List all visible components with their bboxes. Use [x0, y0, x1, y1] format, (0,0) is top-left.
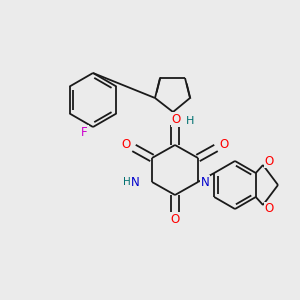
Text: O: O [264, 155, 274, 168]
Text: N: N [131, 176, 140, 188]
Text: N: N [200, 176, 209, 188]
Text: O: O [170, 213, 180, 226]
Text: H: H [123, 177, 130, 187]
Text: F: F [81, 126, 88, 139]
Text: O: O [219, 138, 228, 151]
Text: O: O [264, 202, 274, 215]
Text: O: O [171, 113, 181, 126]
Text: H: H [186, 116, 194, 125]
Text: O: O [122, 138, 131, 151]
